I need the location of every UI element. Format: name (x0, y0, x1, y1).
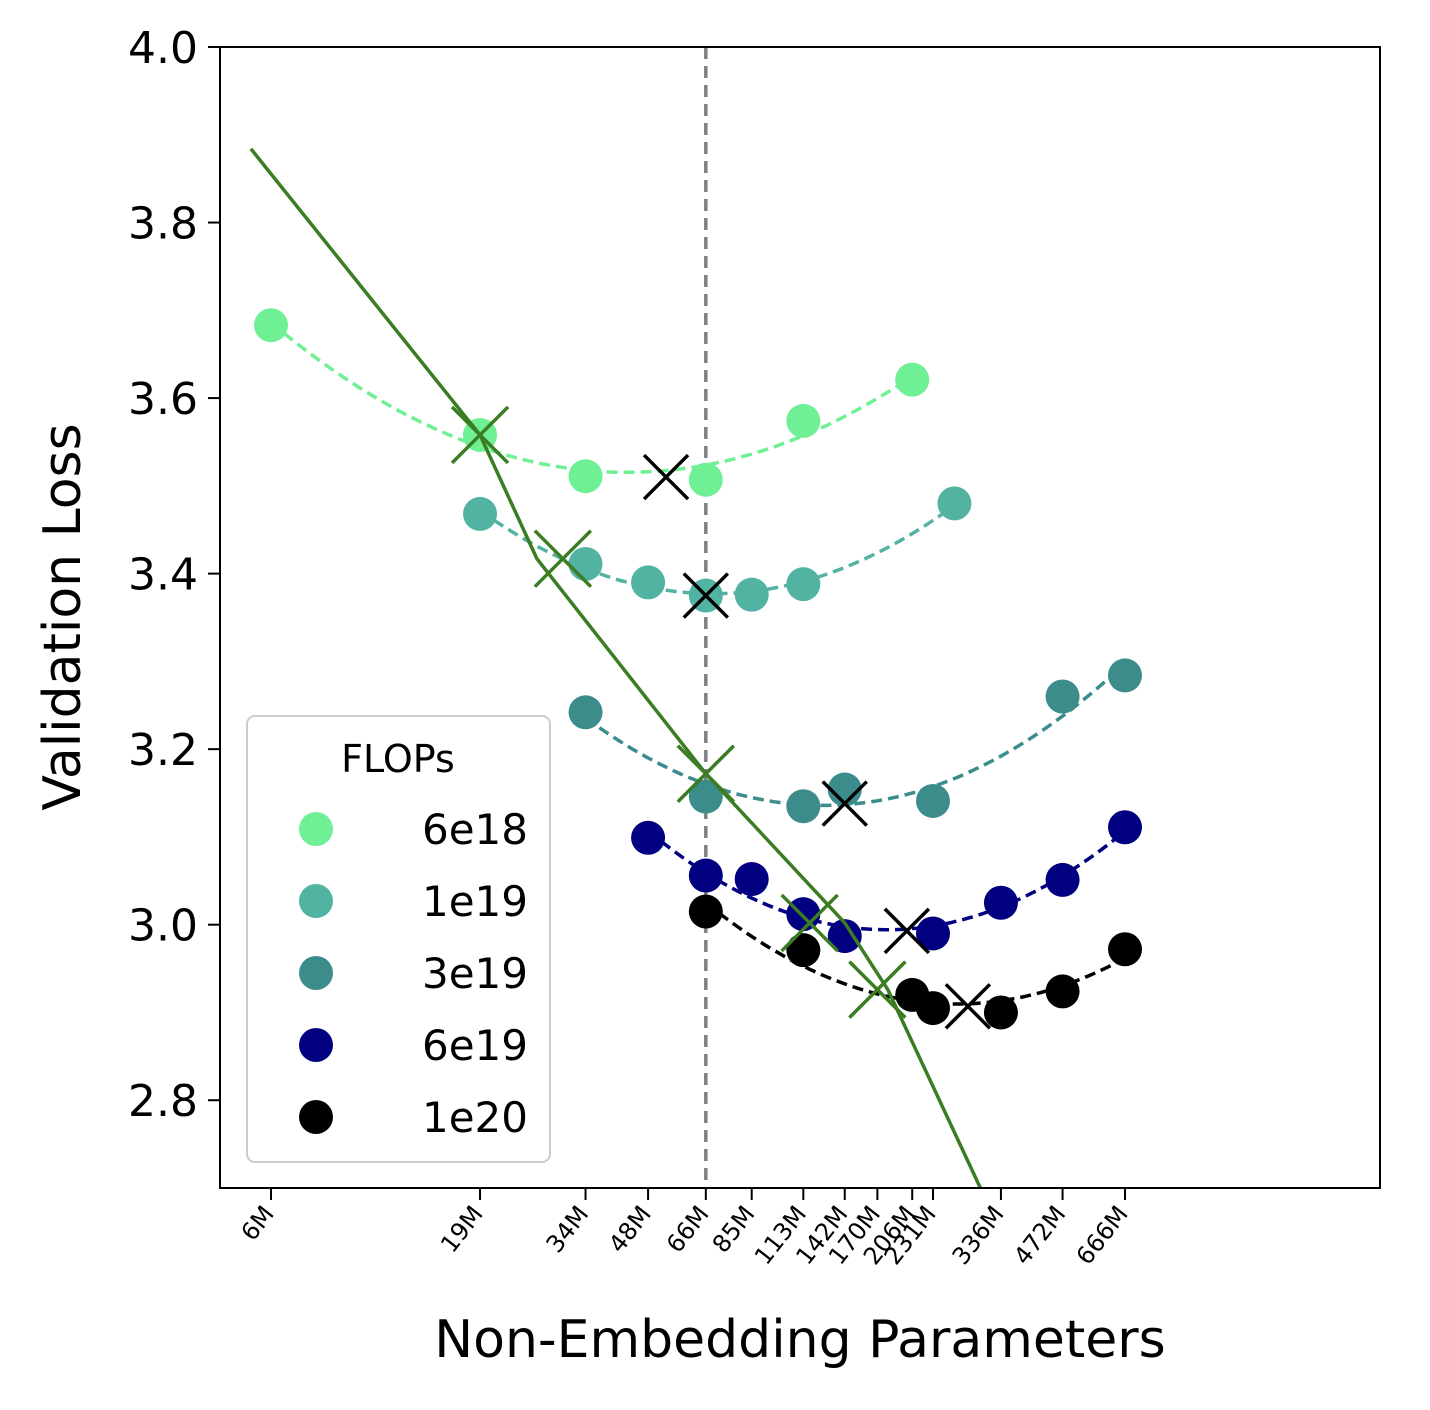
data-point-6e18 (895, 362, 930, 397)
y-tick-label: 2.8 (128, 1076, 198, 1127)
legend: FLOPs 6e18 1e19 3e19 6e19 1e20 (246, 715, 551, 1163)
data-point-6e19 (631, 820, 666, 855)
x-tick-label: 6M (236, 1200, 280, 1246)
legend-marker-6e18 (299, 812, 333, 846)
data-point-1e19 (937, 486, 972, 521)
x-tick-label: 19M (435, 1200, 489, 1258)
legend-marker-1e19 (299, 884, 333, 918)
legend-label-1e20: 1e20 (422, 1093, 528, 1142)
y-axis-label: Validation Loss (33, 423, 93, 810)
data-point-1e20 (1108, 932, 1142, 967)
x-tick-label: 336M (947, 1200, 1010, 1270)
data-point-1e19 (631, 565, 666, 600)
y-axis: 2.8 3.0 3.2 3.4 3.6 3.8 4.0 (128, 23, 220, 1127)
optimum-marker-1e20 (944, 983, 992, 1030)
data-point-6e19 (734, 862, 769, 897)
data-point-3e19 (786, 789, 821, 824)
x-tick-label: 48M (603, 1200, 657, 1258)
data-point-6e19 (983, 885, 1018, 920)
fit-curve-1e19 (478, 503, 956, 596)
frontier-marker (848, 960, 907, 1019)
optimum-marker-3e19 (821, 780, 868, 827)
optimum-marker-6e18 (642, 453, 690, 501)
data-point-3e19 (568, 695, 603, 730)
data-point-3e19 (915, 783, 950, 818)
data-point-1e19 (463, 496, 498, 531)
legend-marker-6e19 (299, 1028, 333, 1062)
data-point-1e20 (983, 995, 1018, 1030)
data-point-1e20 (688, 894, 723, 929)
x-tick-label: 472M (1008, 1200, 1071, 1270)
data-point-1e19 (734, 577, 769, 612)
data-point-3e19 (688, 779, 723, 814)
y-tick-label: 3.6 (128, 374, 198, 425)
data-point-6e18 (568, 459, 603, 494)
y-tick-label: 3.2 (128, 725, 198, 776)
fit-curve-6e19 (646, 829, 1127, 932)
data-point-3e19 (1045, 679, 1080, 714)
y-tick-label: 3.8 (128, 199, 198, 250)
legend-label-6e19: 6e19 (422, 1021, 528, 1070)
legend-title: FLOPs (341, 737, 455, 781)
data-point-6e18 (786, 403, 821, 438)
data-point-1e19 (786, 567, 821, 602)
frontier-marker (533, 529, 593, 588)
data-point-1e20 (786, 933, 821, 968)
legend-label-6e18: 6e18 (422, 805, 528, 854)
data-point-3e19 (1108, 658, 1142, 693)
data-point-3e19 (827, 772, 862, 807)
legend-marker-3e19 (299, 956, 333, 990)
data-point-1e19 (568, 546, 603, 581)
data-point-1e20 (1045, 974, 1080, 1009)
frontier-marker (676, 744, 736, 803)
plot-frame (219, 46, 1381, 1189)
optimum-marker-1e19 (682, 572, 730, 619)
y-tick-label: 4.0 (128, 23, 198, 74)
plot-content (249, 47, 1142, 1188)
x-tick-label: 66M (661, 1200, 715, 1258)
fit-curve-6e18 (269, 321, 914, 475)
frontier-marker (780, 893, 839, 953)
legend-label-3e19: 3e19 (422, 949, 528, 998)
x-axis-label: Non-Embedding Parameters (434, 1310, 1166, 1370)
y-tick-label: 3.0 (128, 901, 198, 952)
plot-area (249, 47, 1142, 1188)
frontier-marker (450, 405, 510, 465)
data-point-6e19 (1045, 862, 1080, 897)
legend-marker-1e20 (299, 1100, 333, 1134)
data-point-6e19 (827, 919, 862, 954)
optimum-marker-6e19 (883, 907, 931, 955)
x-tick-label: 666M (1071, 1200, 1134, 1270)
data-point-6e18 (688, 462, 723, 497)
data-point-6e18 (254, 308, 288, 343)
data-point-6e19 (915, 916, 950, 951)
data-point-6e19 (1108, 810, 1142, 845)
x-tick-label: 34M (541, 1200, 595, 1258)
legend-entries: 6e18 1e19 3e19 6e19 1e20 (299, 805, 528, 1142)
y-tick-label: 3.4 (128, 550, 198, 601)
data-point-6e19 (688, 858, 723, 893)
data-point-1e20 (915, 991, 950, 1026)
fit-curve-3e19 (584, 662, 1127, 808)
legend-label-1e19: 1e19 (422, 877, 528, 926)
